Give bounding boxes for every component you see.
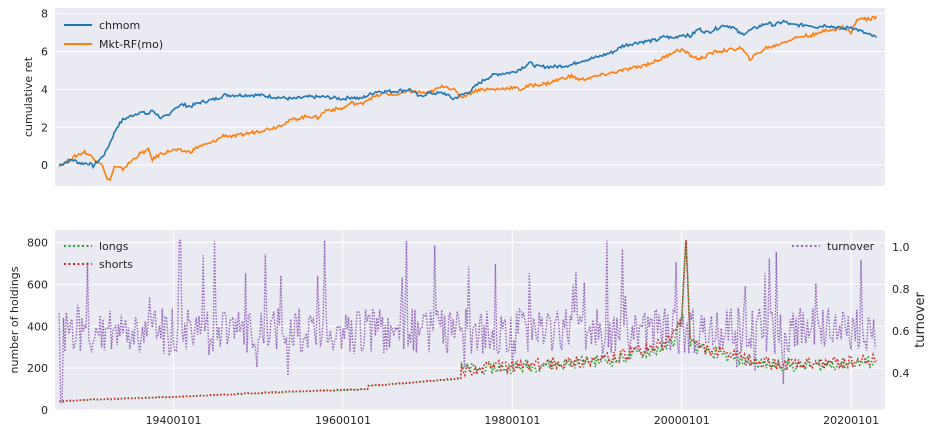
legend-label-longs: longs: [99, 240, 129, 253]
top-y-tick-label: 4: [41, 83, 48, 96]
top-series-lines: [58, 15, 878, 182]
legend-label-turnover: turnover: [827, 240, 875, 253]
bottom-chart: 0 200 400 600 800 0.4 0.6 0.8 1.0 19400101 19600…: [8, 230, 928, 427]
bottom-right-legend: turnover: [792, 240, 875, 253]
bottom-y-tick-label: 200: [27, 362, 48, 375]
top-legend: chmom Mkt-RF(mo): [64, 19, 163, 51]
bottom-right-y-axis-label: turnover: [913, 292, 928, 348]
bottom-y-tick-label: 0: [41, 404, 48, 417]
top-y-tick-label: 6: [41, 46, 48, 59]
bottom-y-tick-label: 400: [27, 320, 48, 333]
line-turnover: [58, 239, 876, 404]
bottom-legend: longs shorts: [64, 240, 133, 271]
top-y-tick-labels: 0 2 4 6 8: [41, 8, 48, 172]
bottom-x-tick-label: 20000101: [654, 414, 710, 427]
top-gridlines: [55, 13, 885, 166]
legend-label-mkt-rf: Mkt-RF(mo): [99, 38, 163, 51]
bottom-x-tick-label: 19600101: [315, 414, 371, 427]
legend-label-chmom: chmom: [99, 19, 140, 32]
bottom-right-y-tick-label: 0.6: [892, 325, 910, 338]
bottom-y-tick-label: 800: [27, 237, 48, 250]
bottom-right-y-tick-labels: 0.4 0.6 0.8 1.0: [892, 241, 910, 380]
top-y-tick-label: 2: [41, 121, 48, 134]
legend-label-shorts: shorts: [99, 258, 133, 271]
bottom-x-tick-label: 20200101: [823, 414, 879, 427]
bottom-right-y-tick-label: 0.4: [892, 367, 910, 380]
bottom-gridlines: [55, 230, 885, 411]
bottom-right-y-tick-label: 1.0: [892, 241, 910, 254]
bottom-right-y-tick-label: 0.8: [892, 283, 910, 296]
top-y-axis-label: cumulative ret: [22, 56, 35, 137]
bottom-y-tick-label: 600: [27, 278, 48, 291]
line-chmom: [58, 19, 878, 170]
bottom-series-lines: [58, 239, 878, 404]
top-y-tick-label: 0: [41, 159, 48, 172]
top-y-tick-label: 8: [41, 8, 48, 21]
bottom-x-tick-label: 19400101: [146, 414, 202, 427]
bottom-x-tick-label: 19800101: [484, 414, 540, 427]
bottom-y-axis-label: number of holdings: [8, 266, 21, 373]
bottom-y-tick-labels: 0 200 400 600 800: [27, 237, 48, 417]
bottom-x-tick-labels: 19400101 19600101 19800101 20000101 20200101: [146, 414, 880, 427]
top-chart: 0 2 4 6 8 cumulative ret chmom Mkt-RF(mo): [22, 8, 885, 186]
top-plot-area: [55, 8, 885, 186]
